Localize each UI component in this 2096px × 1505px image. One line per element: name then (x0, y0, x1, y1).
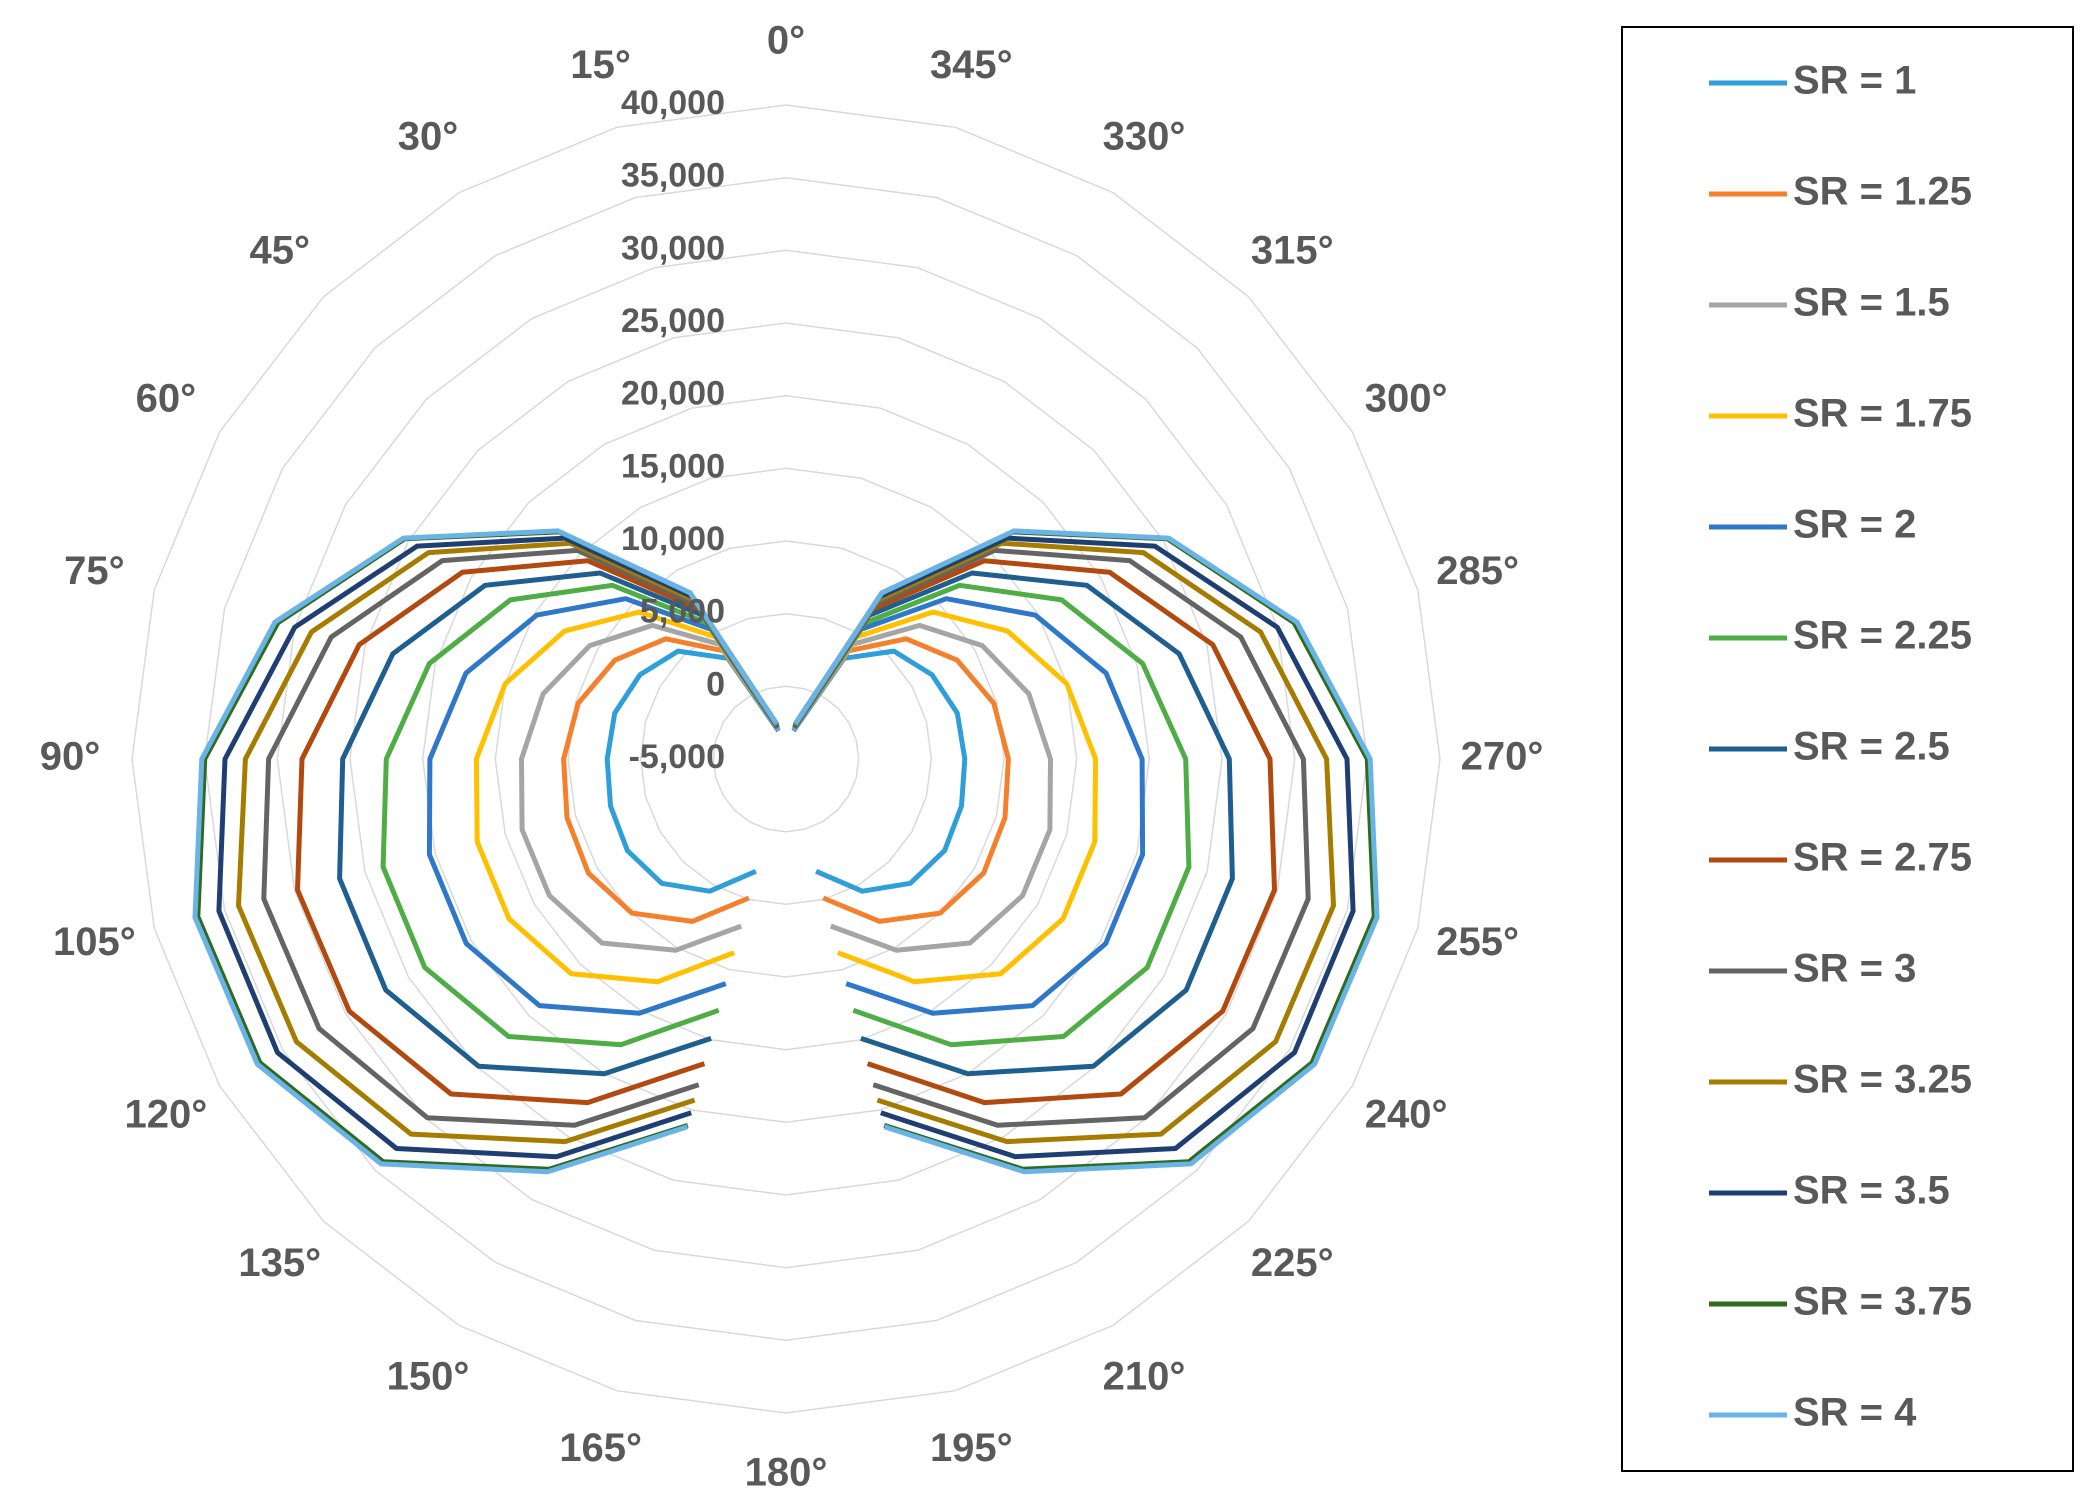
y-tick-label: 5,000 (640, 593, 725, 631)
y-tick-label: 10,000 (621, 520, 725, 558)
category-label: 120° (125, 1093, 208, 1137)
category-label: 285° (1436, 549, 1519, 593)
series-line (337, 570, 1235, 1077)
legend-label: SR = 3.25 (1793, 1058, 1972, 1102)
category-label: 225° (1251, 1241, 1334, 1285)
grid (131, 104, 1441, 1414)
legend-label: SR = 2 (1793, 503, 1916, 547)
series-line (561, 636, 1011, 924)
legend-label: SR = 4 (1793, 1391, 1917, 1435)
category-label: 0° (767, 19, 805, 63)
legend-label: SR = 1.5 (1793, 281, 1950, 325)
category-label: 75° (64, 549, 125, 593)
category-label: 255° (1436, 920, 1519, 964)
legend-label: SR = 1.25 (1793, 170, 1972, 214)
category-label: 300° (1365, 377, 1448, 421)
legend: SR = 1 SR = 1.25 SR = 1.5 SR = 1.75 SR = 2 SR… (1709, 59, 1972, 1435)
category-label: 15° (570, 43, 631, 87)
y-tick-label: 20,000 (621, 375, 725, 413)
axis-labels: -5,000 0 5,000 10,000 15,000 20,000 25,000 30,0… (40, 19, 1544, 1495)
y-tick-label: 30,000 (621, 229, 725, 267)
y-tick-label: 40,000 (621, 84, 725, 122)
category-label: 270° (1461, 735, 1544, 779)
grid-line (567, 540, 1005, 978)
category-label: 315° (1251, 228, 1334, 272)
legend-label: SR = 3 (1793, 947, 1916, 991)
category-label: 345° (930, 43, 1013, 87)
y-tick-label: 15,000 (621, 447, 725, 485)
legend-label: SR = 2.75 (1793, 836, 1972, 880)
grid-line (276, 249, 1296, 1269)
legend-label: SR = 3.5 (1793, 1169, 1950, 1213)
grid-line (131, 104, 1441, 1414)
grid-line (494, 467, 1078, 1051)
legend-label: SR = 3.75 (1793, 1280, 1972, 1324)
series-line (380, 582, 1192, 1048)
legend-label: SR = 1.75 (1793, 392, 1972, 436)
grid-line (203, 176, 1369, 1342)
series-line (295, 558, 1277, 1106)
category-label: 135° (238, 1241, 321, 1285)
grid-line (639, 612, 933, 906)
category-label: 195° (930, 1426, 1013, 1470)
series-line (236, 540, 1336, 1145)
series-line (261, 547, 1311, 1128)
category-label: 240° (1365, 1093, 1448, 1137)
y-tick-label: 0 (706, 665, 725, 703)
plot-area (192, 528, 1380, 1175)
series-line (604, 648, 968, 894)
series-line (473, 609, 1099, 985)
category-label: 210° (1103, 1355, 1186, 1399)
category-label: 165° (559, 1426, 642, 1470)
series-line (216, 535, 1356, 1160)
category-label: 330° (1103, 114, 1186, 158)
legend-box (1621, 26, 2074, 1472)
series-line (519, 622, 1053, 953)
y-tick-label: -5,000 (629, 738, 725, 776)
legend-label: SR = 2.25 (1793, 614, 1972, 658)
legend-label: SR = 2.5 (1793, 725, 1950, 769)
series-line (192, 528, 1380, 1175)
series-line (426, 596, 1146, 1016)
category-label: 150° (387, 1355, 470, 1399)
grid-line (712, 685, 860, 833)
category-label: 60° (136, 377, 197, 421)
category-label: 30° (398, 114, 459, 158)
category-label: 180° (745, 1451, 828, 1495)
category-label: 45° (249, 228, 310, 272)
category-label: 90° (40, 735, 101, 779)
grid-line (421, 394, 1151, 1124)
legend-label: SR = 1 (1793, 59, 1916, 103)
y-tick-label: 35,000 (621, 157, 725, 195)
category-label: 105° (53, 920, 136, 964)
y-tick-label: 25,000 (621, 302, 725, 340)
